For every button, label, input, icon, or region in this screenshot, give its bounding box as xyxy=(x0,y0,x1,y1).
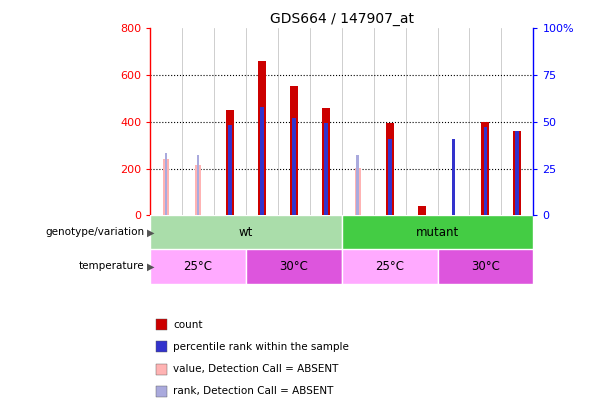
Bar xyxy=(258,61,266,215)
Bar xyxy=(484,127,487,215)
Bar xyxy=(419,206,424,215)
Bar xyxy=(324,123,328,215)
Text: count: count xyxy=(173,320,203,330)
Bar xyxy=(150,249,246,284)
Text: 30°C: 30°C xyxy=(280,260,308,273)
Bar xyxy=(341,215,533,249)
Bar xyxy=(260,107,264,215)
Bar xyxy=(228,126,232,215)
Bar xyxy=(387,139,392,215)
Bar xyxy=(452,139,455,215)
Bar xyxy=(195,165,201,215)
Text: wt: wt xyxy=(239,226,253,239)
Bar xyxy=(513,131,521,215)
Bar xyxy=(292,118,295,215)
Text: rank, Detection Call = ABSENT: rank, Detection Call = ABSENT xyxy=(173,386,334,396)
Text: 25°C: 25°C xyxy=(375,260,404,273)
Text: mutant: mutant xyxy=(416,226,459,239)
Bar xyxy=(355,168,360,215)
Bar xyxy=(150,215,341,249)
Text: value, Detection Call = ABSENT: value, Detection Call = ABSENT xyxy=(173,364,339,374)
Bar xyxy=(246,249,341,284)
Text: temperature: temperature xyxy=(78,262,144,271)
Bar xyxy=(163,159,169,215)
Bar xyxy=(226,110,234,215)
Title: GDS664 / 147907_at: GDS664 / 147907_at xyxy=(270,12,414,26)
Text: ▶: ▶ xyxy=(147,228,154,237)
Bar xyxy=(197,155,199,215)
Text: genotype/variation: genotype/variation xyxy=(45,228,144,237)
Bar xyxy=(356,155,359,215)
Text: 25°C: 25°C xyxy=(183,260,213,273)
Bar xyxy=(290,85,298,215)
Bar xyxy=(417,206,425,215)
Text: percentile rank within the sample: percentile rank within the sample xyxy=(173,342,349,352)
Bar xyxy=(386,123,394,215)
Text: 30°C: 30°C xyxy=(471,260,500,273)
Bar xyxy=(165,153,167,215)
Text: ▶: ▶ xyxy=(147,262,154,271)
Bar xyxy=(341,249,438,284)
Bar xyxy=(322,108,330,215)
Bar xyxy=(481,122,489,215)
Bar xyxy=(438,249,533,284)
Bar xyxy=(516,131,519,215)
